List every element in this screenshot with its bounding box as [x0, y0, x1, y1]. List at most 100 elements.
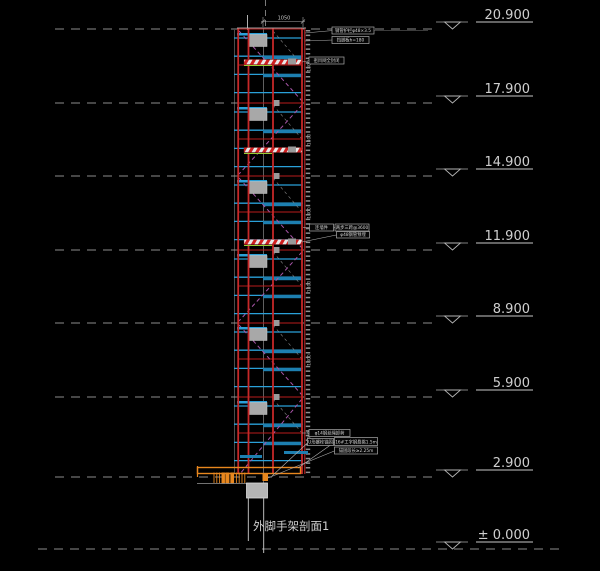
deck-board	[263, 130, 302, 134]
dimension-tick	[305, 145, 311, 147]
elevation-label: 17.900	[485, 82, 531, 97]
callout-box	[307, 438, 334, 446]
dimension-tick	[305, 315, 311, 317]
dimension-tick	[305, 356, 311, 359]
callout-box	[334, 446, 378, 455]
dimension-tick	[305, 301, 311, 303]
dimension-tick	[305, 278, 311, 280]
dimension-tick	[305, 402, 311, 405]
drawing-title: 外脚手架剖面1	[253, 519, 329, 533]
dimension-tick	[305, 407, 311, 409]
deck-board	[263, 350, 302, 354]
dimension-tick	[305, 324, 311, 326]
callout-label: φ48钢管预埋	[340, 231, 366, 238]
stripe-end-block	[288, 238, 296, 245]
callout-leader-line	[271, 441, 309, 477]
dimension-tick	[305, 43, 311, 46]
coupler-block	[273, 100, 280, 106]
deck-board	[240, 455, 262, 458]
dimension-tick	[305, 462, 311, 464]
brace-diagonal-secondary	[272, 177, 303, 213]
coupler-block	[273, 394, 280, 400]
dimension-tick	[305, 467, 311, 469]
dimension-tick	[305, 112, 311, 115]
dimension-tick	[305, 80, 311, 83]
deck-board	[263, 203, 302, 207]
callout-box	[309, 223, 334, 232]
callout-label: 16#工字钢悬挑1.5m	[335, 439, 377, 446]
callout-leader-line	[297, 441, 336, 469]
elevation-triangle-icon	[443, 469, 462, 478]
dimension-tick	[305, 76, 311, 78]
elevation-label: 2.900	[493, 456, 530, 471]
dimension-tick	[305, 237, 311, 239]
dimension-tick	[305, 154, 311, 156]
dimension-tick	[305, 310, 311, 313]
dimension-tick	[305, 393, 311, 395]
deck-board	[263, 74, 302, 78]
dimension-tick	[305, 329, 311, 331]
callout-leader-line	[301, 234, 338, 243]
callout-box	[334, 437, 378, 446]
slab-edge-block	[248, 328, 268, 341]
slab-edge-block	[248, 402, 268, 415]
slab-edge-block	[248, 108, 268, 121]
brace-diagonal	[238, 251, 303, 322]
dimension-tick	[305, 163, 311, 165]
dimension-tick	[305, 352, 311, 354]
story-dimension-label: 1800	[307, 207, 313, 219]
callout-label: 锚固段长≥2.25m	[339, 447, 374, 454]
deck-board	[263, 277, 302, 281]
top-dimension-label: 1050	[278, 16, 291, 22]
elevation-marker: 5.900	[436, 376, 533, 398]
dimension-tick	[305, 287, 311, 290]
dimension-tick	[305, 430, 311, 432]
dimension-tick	[305, 181, 311, 184]
scaffold-layer: 1800 1800 1800 1800 1800 1800 1050	[234, 0, 313, 483]
callout-box	[334, 223, 370, 232]
dimension-tick	[305, 191, 311, 193]
story-dimension-label: 1800	[307, 60, 313, 72]
dimension-tick	[305, 250, 311, 253]
dimension-tick	[305, 149, 311, 152]
dimension-tick	[305, 172, 311, 175]
dimension-tick	[305, 246, 311, 248]
coupler-block	[273, 173, 280, 179]
callout-box	[308, 429, 351, 437]
stripe-end-block	[288, 58, 296, 65]
dimension-tick	[305, 333, 311, 336]
deck-board	[284, 451, 308, 454]
dimension-tick	[305, 66, 311, 69]
callout-label: 钢管护栏φ48×3.5	[335, 27, 371, 34]
dimension-tick	[305, 370, 311, 372]
dimension-tick	[305, 347, 311, 349]
slab-edge-block	[248, 34, 268, 47]
dimension-tick	[305, 365, 311, 368]
elevation-marker: 11.900	[436, 229, 533, 251]
callout-label: 连墙件	[315, 224, 329, 231]
dimension-tick	[305, 296, 311, 299]
dimension-tick	[305, 255, 311, 257]
coupler-block	[273, 320, 280, 326]
story-dimension-label: 1800	[307, 134, 313, 146]
callout-label: 密目网全封闭	[314, 57, 340, 64]
dimension-tick	[305, 186, 311, 188]
deck-board	[263, 56, 302, 60]
dimension-tick	[305, 53, 311, 55]
dimension-tick	[305, 117, 311, 119]
dim-tick	[300, 19, 306, 24]
dimension-tick	[305, 218, 311, 221]
dimension-tick	[305, 126, 311, 129]
dimension-tick	[305, 30, 311, 32]
cantilever-beam-layer	[196, 466, 302, 553]
floor-lines-layer	[38, 28, 560, 550]
dimension-tick	[305, 103, 311, 106]
elevation-marker: 8.900	[436, 302, 533, 324]
elevation-label: ± 0.000	[478, 528, 530, 543]
dimension-tick	[305, 223, 311, 225]
dimension-tick	[305, 200, 311, 202]
dimension-tick	[305, 448, 311, 451]
dimension-tick	[305, 283, 311, 285]
